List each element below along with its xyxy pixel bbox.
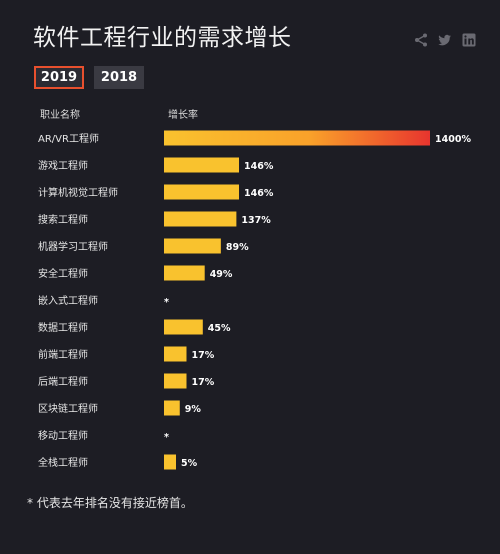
value-label: * [164,297,169,308]
share-icons [414,32,476,47]
category-label: 后端工程师 [38,375,88,388]
linkedin-icon[interactable] [462,32,476,47]
category-label: 全栈工程师 [38,456,88,469]
category-label: 机器学习工程师 [38,240,108,253]
share-icon[interactable] [414,32,428,47]
category-label: 安全工程师 [38,267,88,280]
tab-2019[interactable]: 2019 [34,66,84,89]
tab-2018[interactable]: 2018 [94,66,144,89]
value-label: 17% [191,377,214,388]
value-label: 45% [208,323,231,334]
value-label: 1400% [435,134,471,145]
category-label: 计算机视觉工程师 [38,186,118,199]
bar [164,346,187,362]
value-label: 146% [244,188,274,199]
page-title: 软件工程行业的需求增长 [33,25,292,51]
bar [164,184,240,200]
category-label: 嵌入式工程师 [38,294,98,307]
bar [164,373,187,389]
bar [164,400,180,416]
value-label: 17% [191,350,214,361]
category-column-header: 职业名称 [40,110,80,121]
footnote: * 代表去年排名没有接近榜首。 [27,496,193,510]
bar [164,319,203,335]
twitter-icon[interactable] [438,32,452,46]
category-label: 数据工程师 [38,321,88,334]
value-label: 89% [226,242,249,253]
value-column-header: 增长率 [168,110,198,121]
value-label: * [164,432,169,443]
category-label: 区块链工程师 [38,402,98,415]
category-label: 前端工程师 [38,348,88,361]
value-label: 5% [181,458,198,469]
category-label: 搜索工程师 [38,213,88,226]
category-label: AR/VR工程师 [38,132,99,145]
bar [164,130,430,146]
bar [164,265,205,281]
category-label: 移动工程师 [38,429,88,442]
category-label: 游戏工程师 [38,159,88,172]
bar [164,157,240,173]
bar [164,454,176,470]
bar [164,211,237,227]
bar [164,238,221,254]
year-tabs: 2019 2018 [34,66,144,89]
value-label: 49% [210,269,233,280]
value-label: 137% [241,215,271,226]
value-label: 9% [185,404,202,415]
value-label: 146% [244,161,274,172]
